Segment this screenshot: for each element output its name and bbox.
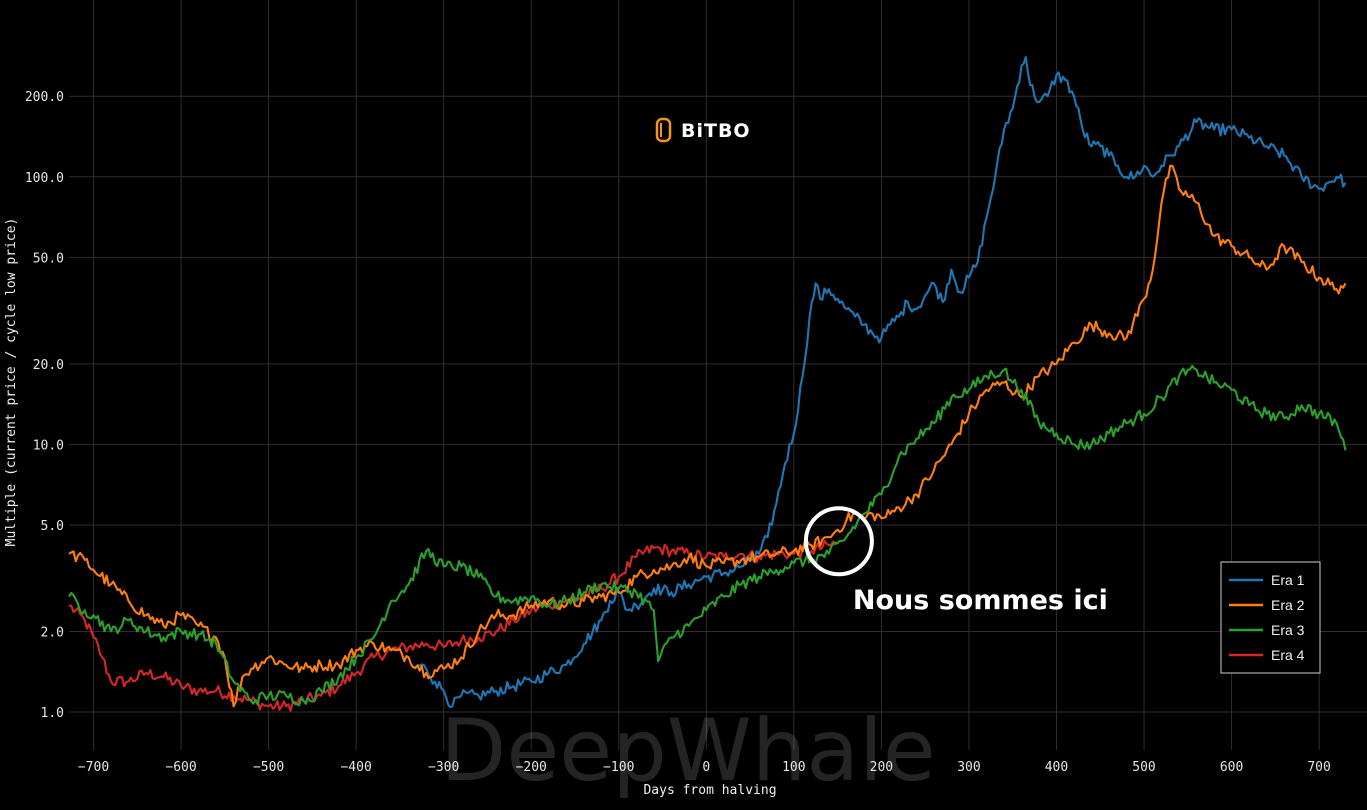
legend: Era 1 Era 2 Era 3 Era 4: [1220, 561, 1321, 674]
watermark: DeepWhale: [440, 701, 936, 801]
x-tick-label: −500: [253, 760, 284, 775]
here-annotation: Nous sommes ici: [853, 585, 1108, 616]
y-tick-label: 2.0: [41, 625, 64, 640]
x-tick-label: 600: [1220, 760, 1243, 775]
y-tick-label: 20.0: [33, 358, 64, 373]
x-tick-label: −700: [78, 760, 109, 775]
legend-label: Era 1: [1271, 572, 1305, 588]
y-tick-label: 50.0: [33, 251, 64, 266]
y-tick-label: 100.0: [25, 171, 64, 186]
legend-label: Era 2: [1271, 597, 1305, 613]
y-tick-label: 1.0: [41, 706, 64, 721]
x-tick-label: 400: [1045, 760, 1068, 775]
x-tick-label: 0: [702, 760, 710, 775]
x-tick-label: 700: [1307, 760, 1330, 775]
grid: [69, 0, 1367, 750]
series-line-era-4: [68, 539, 838, 712]
series-line-era-3: [68, 364, 1347, 707]
brand-logo: BiTBO: [655, 117, 751, 143]
x-tick-label: 100: [782, 760, 805, 775]
y-axis-ticks: 1.0 2.0 5.0 10.0 20.0 50.0 100.0 200.0: [25, 90, 64, 721]
x-tick-label: −100: [603, 760, 634, 775]
x-axis-title: Days from halving: [643, 783, 776, 798]
x-tick-label: −200: [516, 760, 547, 775]
here-marker-circle: [803, 506, 874, 577]
x-tick-label: 200: [870, 760, 893, 775]
legend-label: Era 4: [1271, 647, 1305, 663]
series-layer: [68, 56, 1347, 712]
x-tick-label: −300: [428, 760, 459, 775]
brand-name: BiTBO: [681, 120, 751, 142]
x-tick-label: −600: [165, 760, 196, 775]
series-line-era-2: [68, 164, 1347, 708]
legend-label: Era 3: [1271, 622, 1305, 638]
y-tick-label: 10.0: [33, 438, 64, 453]
y-tick-label: 200.0: [25, 90, 64, 105]
y-tick-label: 5.0: [41, 519, 64, 534]
x-axis-ticks: −700 −600 −500 −400 −300 −200 −100 0 100 200 300 40…: [78, 760, 1331, 775]
brand-logo-icon: [655, 117, 672, 143]
x-tick-label: −400: [340, 760, 371, 775]
x-tick-label: 500: [1132, 760, 1155, 775]
series-line-era-1: [417, 56, 1347, 709]
x-tick-label: 300: [957, 760, 980, 775]
y-axis-title: Multiple (current price / cycle low pric…: [4, 218, 19, 547]
